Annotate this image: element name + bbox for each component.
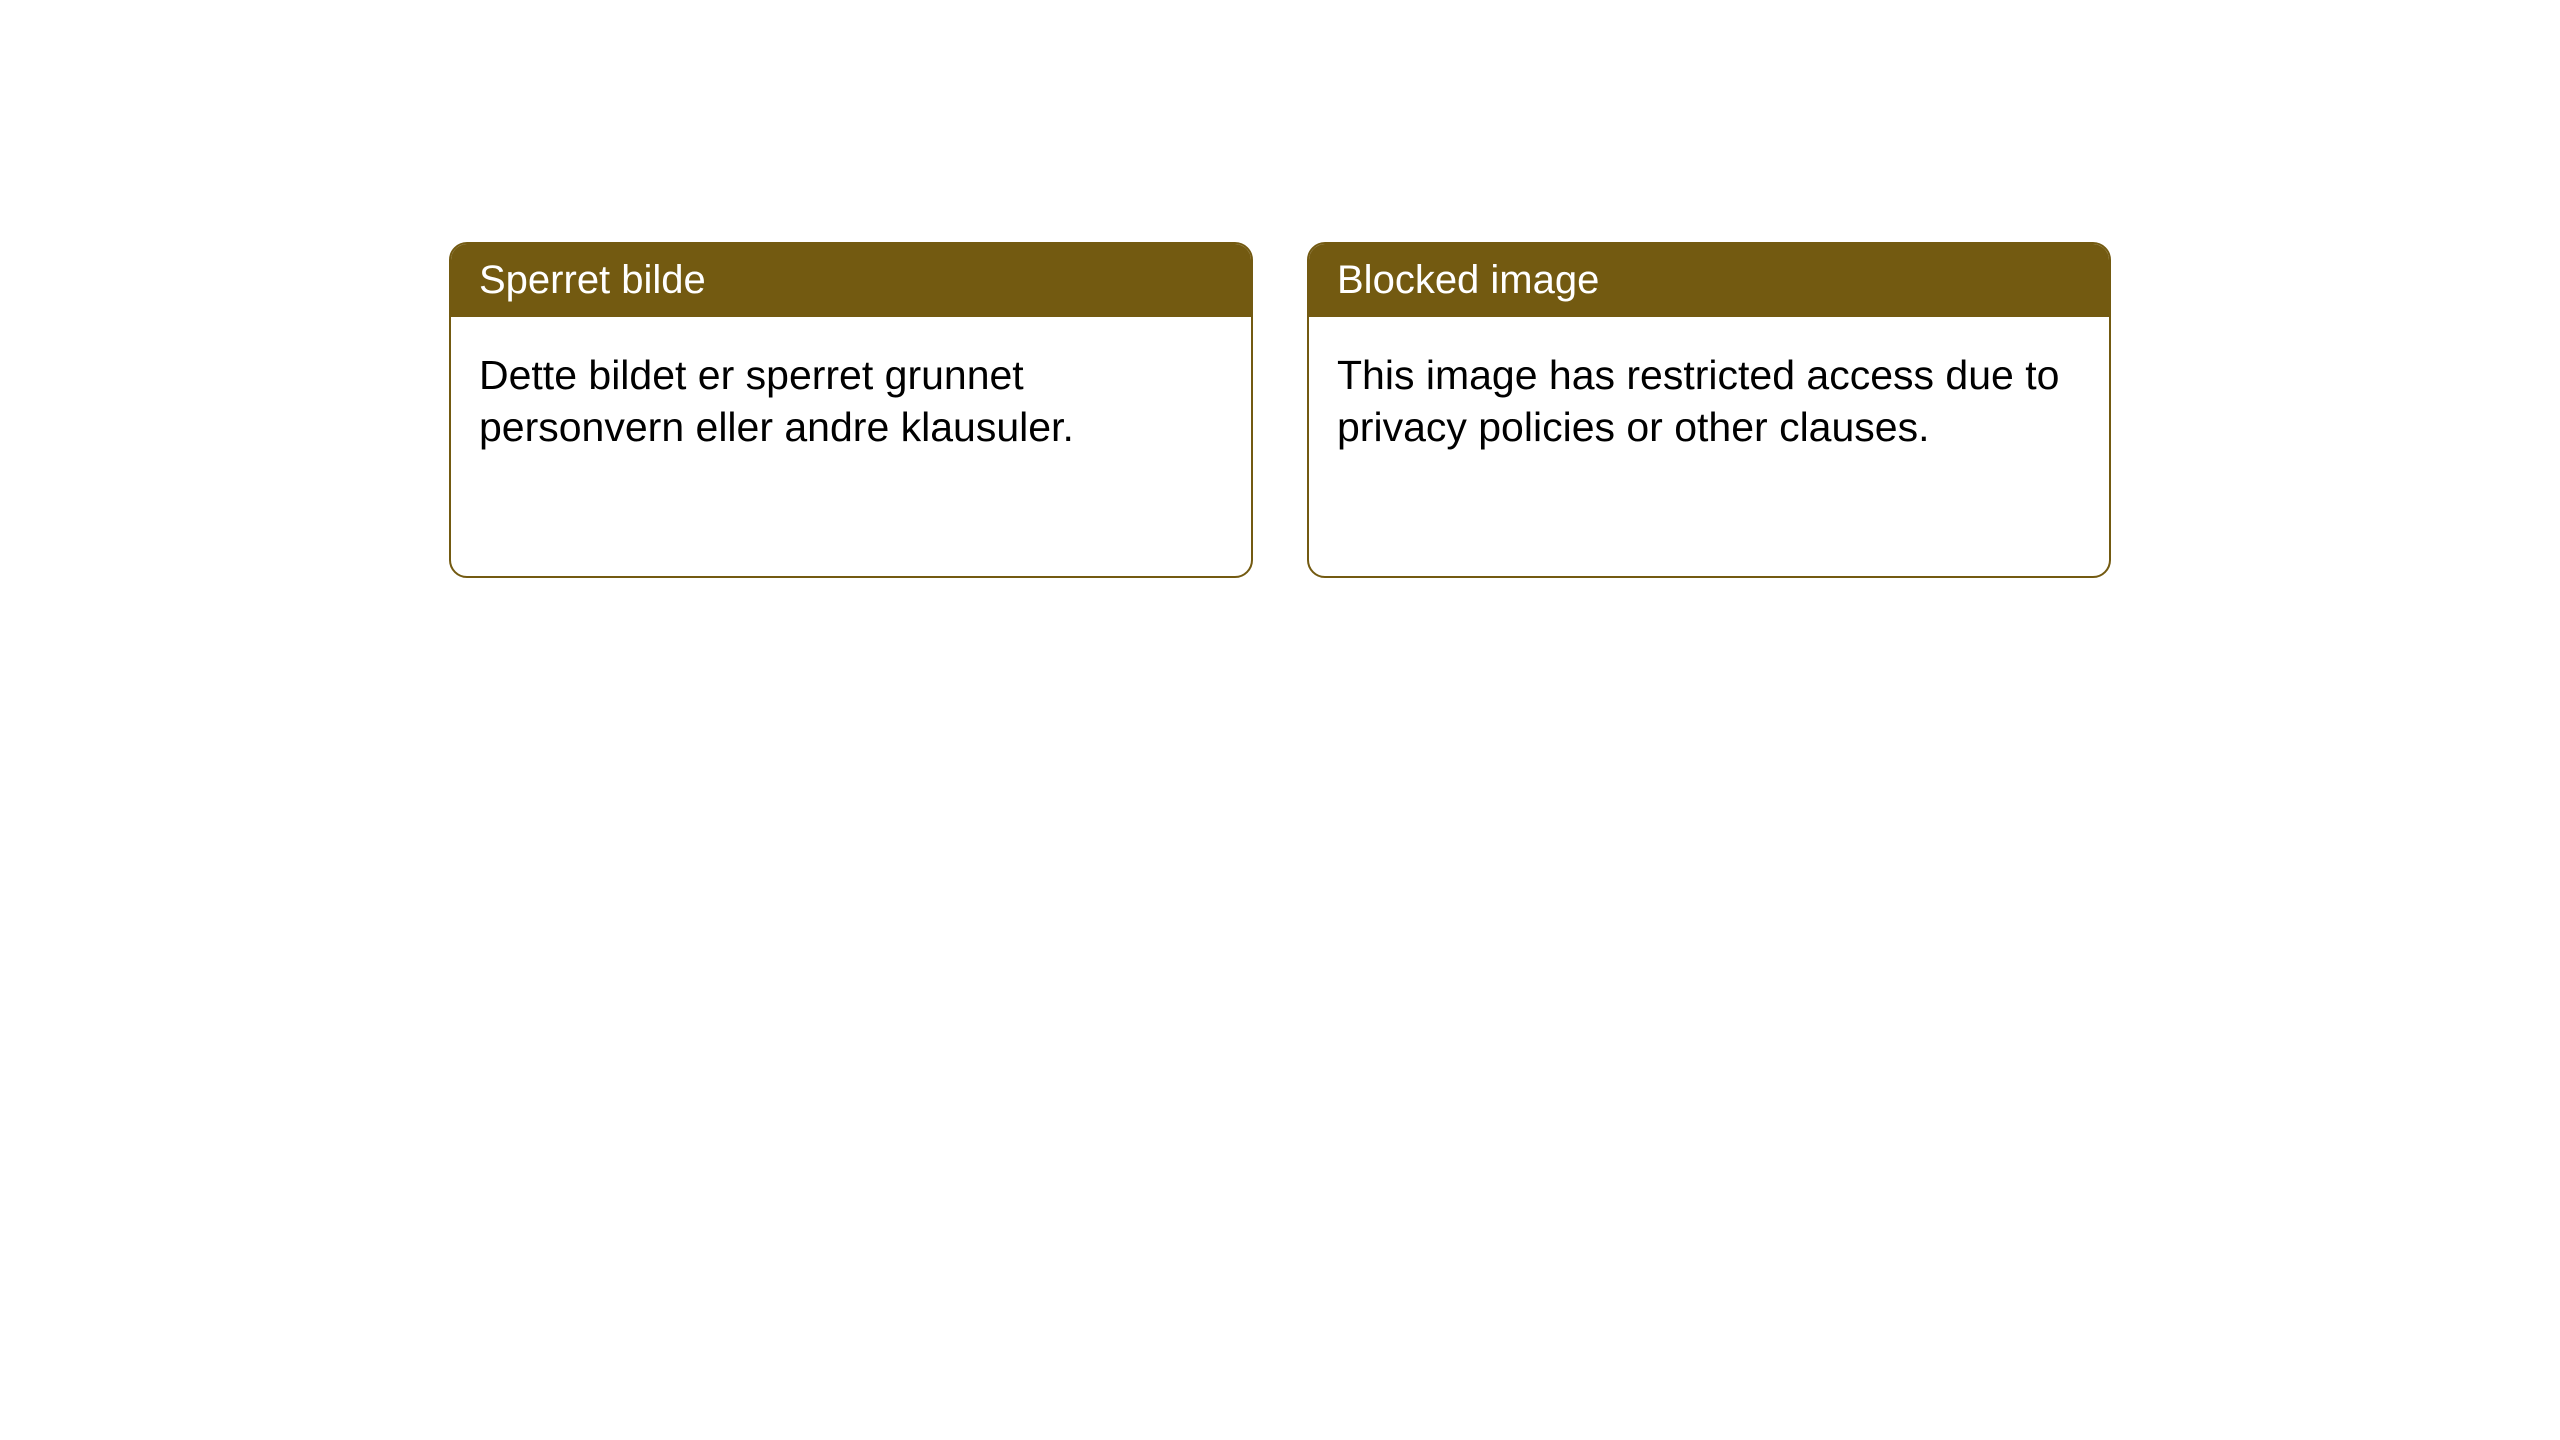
card-body-no: Dette bildet er sperret grunnet personve…	[451, 317, 1251, 486]
card-header-en: Blocked image	[1309, 244, 2109, 317]
cards-container: Sperret bilde Dette bildet er sperret gr…	[449, 242, 2111, 578]
blocked-image-card-en: Blocked image This image has restricted …	[1307, 242, 2111, 578]
card-body-en: This image has restricted access due to …	[1309, 317, 2109, 486]
blocked-image-card-no: Sperret bilde Dette bildet er sperret gr…	[449, 242, 1253, 578]
card-header-no: Sperret bilde	[451, 244, 1251, 317]
